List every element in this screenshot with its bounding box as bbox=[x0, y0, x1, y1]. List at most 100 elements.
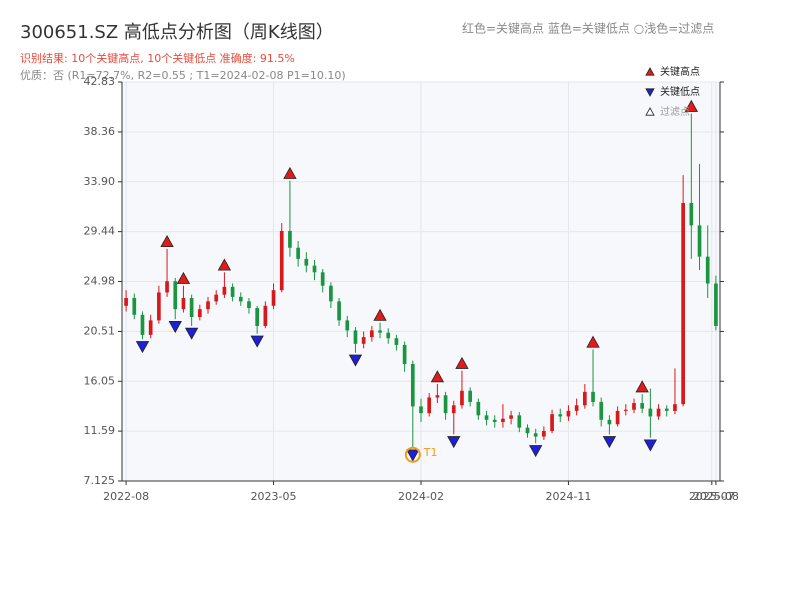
candle-body bbox=[714, 283, 718, 326]
annotation-ring bbox=[404, 446, 421, 463]
key-point bbox=[684, 99, 699, 112]
candle-body bbox=[197, 309, 202, 318]
candle-body bbox=[247, 301, 251, 309]
candle-body bbox=[451, 405, 456, 414]
candle-body bbox=[550, 414, 554, 431]
candle-body bbox=[288, 230, 292, 248]
candle-body bbox=[533, 433, 538, 437]
candle-body bbox=[148, 320, 153, 335]
candle-body bbox=[386, 332, 391, 339]
candle-body bbox=[189, 298, 194, 318]
candle-body bbox=[558, 414, 563, 417]
candle-body bbox=[140, 314, 145, 335]
candle-body bbox=[157, 292, 161, 321]
candle-body bbox=[697, 225, 702, 257]
x-tick-label: 2025-08 bbox=[693, 490, 739, 503]
candle-body bbox=[591, 391, 595, 402]
candle-body bbox=[525, 427, 530, 434]
candle-body bbox=[337, 301, 341, 321]
key-point bbox=[250, 335, 264, 348]
candle-body bbox=[607, 419, 612, 425]
candle-body bbox=[443, 395, 448, 414]
candle-body bbox=[632, 403, 636, 410]
candle-body bbox=[476, 401, 481, 416]
candle-body bbox=[656, 408, 661, 417]
candle-body bbox=[181, 298, 186, 310]
y-tick-label: 16.05 bbox=[84, 374, 116, 387]
legend-label: 关键高点 bbox=[660, 65, 700, 78]
candle-body bbox=[615, 410, 620, 425]
candle-body bbox=[509, 415, 513, 419]
candle-body bbox=[165, 281, 169, 293]
candle-body bbox=[279, 230, 284, 291]
key-point bbox=[168, 321, 182, 334]
candle-body bbox=[312, 265, 317, 273]
candle-body bbox=[673, 404, 677, 411]
candle-body bbox=[419, 406, 423, 414]
candle-body bbox=[124, 298, 128, 306]
candle-body bbox=[492, 419, 497, 423]
x-tick-label: 2022-08 bbox=[103, 490, 149, 503]
candle-body bbox=[370, 330, 374, 338]
candle-body bbox=[378, 330, 382, 333]
candle-body bbox=[214, 294, 219, 302]
key-point bbox=[447, 436, 461, 449]
candle-body bbox=[206, 301, 210, 310]
x-tick-label: 2023-05 bbox=[251, 490, 297, 503]
x-tick-label: 2024-02 bbox=[398, 490, 444, 503]
candle-body bbox=[623, 409, 628, 411]
key-point bbox=[176, 271, 191, 284]
y-tick-label: 29.44 bbox=[84, 225, 116, 238]
candle-body bbox=[582, 391, 587, 406]
legend-symbol bbox=[645, 107, 655, 116]
candle-body bbox=[320, 272, 325, 286]
candle-body bbox=[648, 408, 653, 417]
key-point bbox=[635, 380, 649, 393]
candle-body bbox=[296, 247, 300, 259]
key-point bbox=[602, 436, 617, 449]
key-point bbox=[348, 354, 363, 367]
color-note: 红色=关键高点 蓝色=关键低点 ○浅色=过滤点 bbox=[462, 21, 714, 36]
candle-body bbox=[664, 408, 669, 411]
candle-body bbox=[501, 418, 505, 423]
legend-label: 关键低点 bbox=[660, 85, 700, 98]
candle-body bbox=[173, 281, 178, 310]
key-point bbox=[529, 445, 543, 458]
y-tick-label: 7.125 bbox=[84, 474, 116, 487]
candle-body bbox=[222, 286, 227, 295]
key-point bbox=[217, 258, 232, 271]
candle-body bbox=[468, 390, 472, 402]
candle-body bbox=[566, 410, 571, 417]
candle-body bbox=[230, 286, 235, 297]
y-tick-label: 24.98 bbox=[84, 274, 116, 287]
candle-body bbox=[640, 403, 645, 409]
candle-body bbox=[132, 298, 137, 315]
key-point bbox=[406, 449, 420, 462]
legend-symbol bbox=[645, 88, 655, 97]
candle-body bbox=[427, 397, 432, 414]
candle-body bbox=[574, 405, 579, 411]
key-point bbox=[373, 308, 387, 321]
key-point bbox=[430, 370, 445, 383]
candle-body bbox=[345, 320, 350, 331]
candle-body bbox=[410, 363, 415, 407]
candle-body bbox=[353, 330, 358, 344]
x-tick-label: 2024-11 bbox=[545, 490, 591, 503]
candle-body bbox=[361, 337, 366, 344]
candle-body bbox=[263, 305, 268, 326]
candle-body bbox=[255, 308, 260, 326]
key-point bbox=[283, 166, 297, 179]
y-tick-label: 38.36 bbox=[84, 125, 116, 138]
candle-body bbox=[402, 344, 407, 364]
candle-body bbox=[689, 203, 694, 226]
legend-label: 过滤点 bbox=[660, 105, 690, 118]
candle-body bbox=[705, 256, 710, 284]
key-point bbox=[184, 327, 199, 340]
candle-body bbox=[681, 203, 685, 405]
candle-body bbox=[517, 415, 522, 428]
candle-body bbox=[271, 290, 276, 306]
candle-body bbox=[542, 430, 546, 437]
candle-body bbox=[394, 338, 399, 345]
candle-body bbox=[460, 390, 464, 406]
